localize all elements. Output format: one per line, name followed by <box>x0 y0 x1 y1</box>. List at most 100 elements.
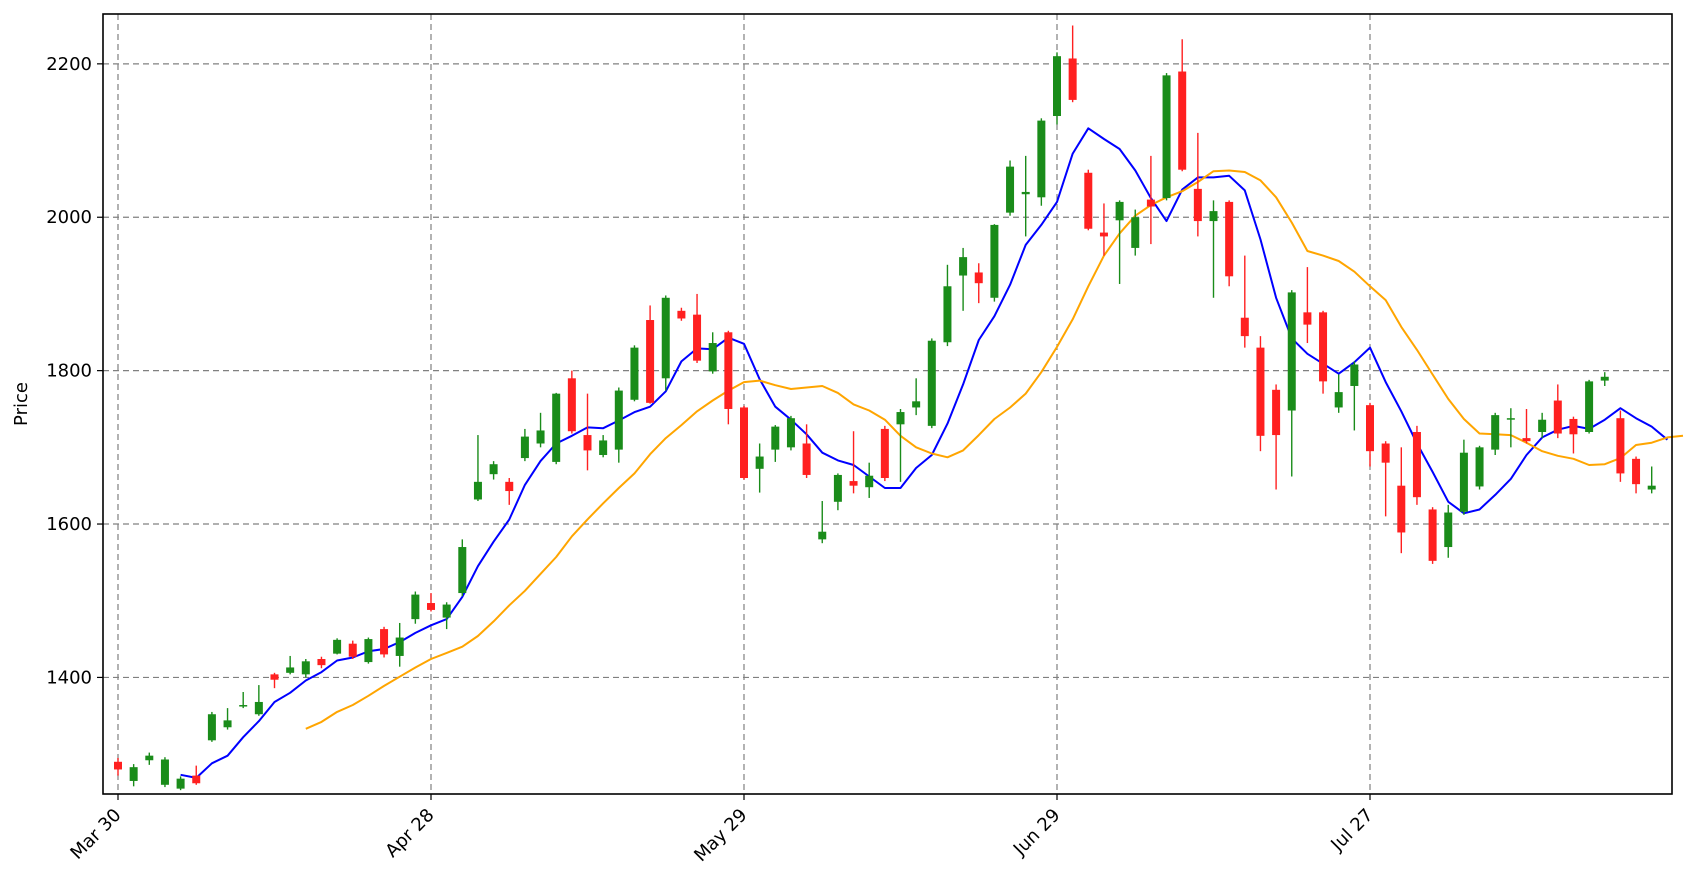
candle-down <box>880 425 889 482</box>
candle-up <box>364 637 373 664</box>
candle-up <box>1021 155 1030 237</box>
candle-down <box>1084 169 1093 231</box>
candle-body <box>552 393 561 462</box>
candle-body <box>1569 418 1578 435</box>
candle-body <box>1522 438 1531 442</box>
candle-up <box>1475 445 1484 490</box>
candle-up <box>1491 412 1500 456</box>
candle-body <box>364 639 373 663</box>
candle-up <box>599 435 608 458</box>
candle-up <box>239 691 248 709</box>
candle-down <box>1366 402 1374 467</box>
candle-down <box>677 307 686 321</box>
candle-body <box>1428 509 1437 561</box>
candle-body <box>614 390 623 450</box>
candle-body <box>1319 312 1328 382</box>
candle-down <box>849 431 858 494</box>
y-tick-label: 2000 <box>46 207 92 228</box>
candle-body <box>411 594 420 620</box>
candle-body <box>395 637 404 656</box>
candle-down <box>192 765 201 785</box>
candle-body <box>646 320 655 403</box>
candle-body <box>865 475 874 488</box>
candle-body <box>1131 217 1140 248</box>
candle-down <box>1068 25 1077 103</box>
candle-down <box>583 393 592 471</box>
candle-body <box>849 481 858 486</box>
candle-body <box>1240 317 1249 337</box>
candle-up <box>927 338 936 429</box>
candle-body <box>1006 166 1015 213</box>
candle-body <box>1272 389 1281 436</box>
candle-up <box>786 415 795 451</box>
candle-body <box>129 767 138 781</box>
candle-up <box>708 332 717 374</box>
candle-up <box>1037 118 1046 206</box>
plot-frame <box>102 13 1673 795</box>
candle-up <box>833 473 842 511</box>
candle-body <box>943 286 952 343</box>
y-tick-label: 1600 <box>46 514 92 535</box>
candle-up <box>1209 200 1218 298</box>
candle-down <box>1272 384 1281 490</box>
candle-body <box>1053 56 1061 117</box>
candle-body <box>427 603 435 610</box>
candle-body <box>959 257 968 276</box>
candle-body <box>160 759 169 785</box>
candle-down <box>1303 267 1312 344</box>
candle-up <box>536 412 545 448</box>
candle-down <box>1412 425 1421 505</box>
candle-down <box>1146 155 1155 245</box>
y-axis-label: Price <box>11 382 32 426</box>
candle-down <box>1256 336 1265 452</box>
candle-body <box>833 474 842 502</box>
candle-up <box>176 776 185 791</box>
candle-body <box>1350 364 1359 386</box>
candle-down <box>114 757 122 776</box>
candle-body <box>348 643 357 657</box>
candle-body <box>1647 485 1656 490</box>
candle-body <box>380 629 389 655</box>
candle-up <box>254 685 263 716</box>
candle-body <box>1178 71 1187 170</box>
candle-body <box>1585 381 1594 432</box>
candle-up <box>1006 160 1015 216</box>
candle-down <box>1381 441 1390 517</box>
candle-up <box>207 711 216 742</box>
candle-body <box>990 224 999 298</box>
candle-down <box>1553 384 1562 439</box>
candle-body <box>254 701 263 715</box>
candle-body <box>239 705 248 707</box>
candle-up <box>489 461 498 480</box>
y-tick-label: 2200 <box>46 54 92 75</box>
candle-up <box>1350 361 1359 431</box>
candle-up <box>223 708 232 730</box>
candle-body <box>708 343 717 372</box>
candle-body <box>1632 458 1641 485</box>
candle-down <box>1616 410 1625 482</box>
candle-down <box>646 305 655 404</box>
candle-body <box>1162 75 1171 199</box>
candle-body <box>1506 418 1515 420</box>
grid-lines <box>103 14 1672 794</box>
candle-body <box>1068 58 1077 100</box>
candle-body <box>1412 431 1421 498</box>
candle-body <box>771 426 780 450</box>
candle-up <box>1131 209 1140 256</box>
candle-body <box>1444 512 1453 548</box>
candle-body <box>442 604 451 618</box>
candles <box>114 25 1656 791</box>
candle-up <box>1053 52 1061 125</box>
candle-down <box>802 424 811 479</box>
candle-body <box>176 778 185 789</box>
candle-body <box>661 297 670 379</box>
candle-body <box>740 407 748 479</box>
candle-body <box>223 720 232 728</box>
candle-body <box>974 272 983 284</box>
candle-up <box>1506 408 1515 448</box>
candle-down <box>974 263 983 304</box>
candle-body <box>1334 392 1343 408</box>
candle-body <box>1553 400 1562 434</box>
candle-body <box>114 761 122 770</box>
